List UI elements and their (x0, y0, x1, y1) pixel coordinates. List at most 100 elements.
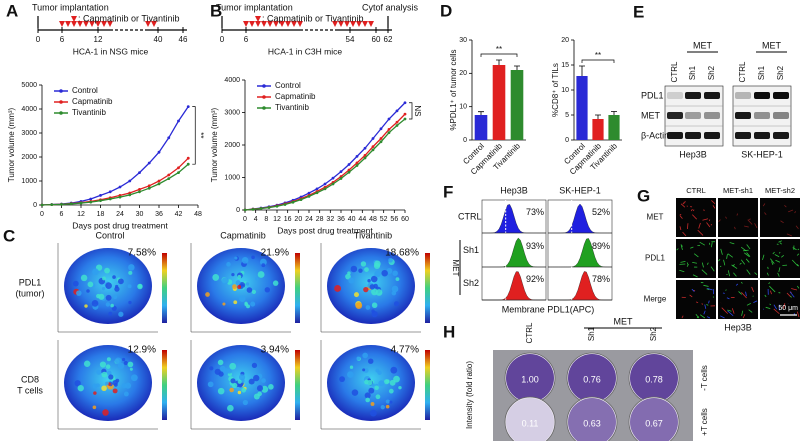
tsne-dot (272, 280, 279, 286)
timeline-tick-label: 6 (244, 35, 249, 44)
tsne-dot (369, 284, 376, 290)
tsne-dot (349, 365, 354, 369)
tsne-dot (257, 271, 265, 278)
stain (703, 284, 709, 287)
dose-marker (71, 16, 77, 22)
series-line (244, 102, 406, 211)
color-bar (425, 350, 430, 420)
tsne-dot (374, 260, 381, 268)
color-bar (162, 350, 167, 420)
stain (726, 253, 728, 259)
tsne-dot (365, 305, 371, 310)
stain (721, 307, 728, 314)
stain (738, 291, 742, 295)
point (371, 145, 375, 149)
tsne-dot (347, 371, 354, 378)
tsne-dot (83, 360, 91, 367)
stain (703, 310, 706, 315)
point (291, 200, 295, 204)
label: 50 μm (778, 305, 798, 312)
legend-label: Capmatinib (72, 97, 113, 106)
x-tick-label: 24 (305, 216, 313, 223)
label: Merge (644, 295, 667, 304)
stain (692, 214, 697, 220)
dose-marker (350, 21, 356, 27)
tsne-dot (251, 255, 255, 260)
tsne-dot (118, 311, 124, 317)
well (504, 396, 556, 441)
point (186, 156, 190, 160)
stain (680, 244, 683, 250)
dose-marker (255, 16, 261, 22)
tsne-dot (368, 358, 374, 364)
tsne-dot (362, 368, 366, 372)
rotated-label: Sh2 (776, 65, 785, 80)
blot-band (754, 112, 770, 119)
tsne-dot (112, 275, 116, 279)
point (259, 207, 263, 210)
point (50, 203, 54, 207)
tsne-dot (227, 404, 234, 412)
stain (778, 267, 781, 273)
tsne-dot (128, 270, 133, 275)
stain (783, 303, 786, 309)
sig-bracket (480, 53, 518, 57)
point (283, 203, 287, 206)
y-tick-label: 0 (236, 207, 240, 214)
tsne-dot (93, 391, 97, 395)
tsne-dot (105, 381, 109, 386)
x-tick-label: 12 (273, 216, 281, 223)
tsne-dot (385, 404, 390, 409)
point (243, 208, 247, 212)
stain (720, 248, 723, 255)
x-tick-label: 56 (390, 216, 398, 223)
dose-marker (89, 21, 95, 27)
y-tick-label: 3000 (21, 130, 37, 137)
sig-bracket (192, 106, 196, 165)
tsne-dot (114, 286, 120, 292)
label: MET (641, 110, 661, 120)
micrograph (676, 239, 716, 278)
rotated-label: CTRL (738, 61, 747, 82)
blot-band (685, 112, 701, 119)
tsne-dot (248, 378, 255, 385)
blot-band (773, 132, 789, 139)
tsne-dot (398, 385, 402, 390)
stain (796, 253, 800, 256)
bar (592, 119, 604, 140)
sig-bracket (581, 59, 615, 63)
well-stain (506, 354, 554, 402)
stain (774, 254, 780, 258)
tsne-dot (371, 302, 378, 309)
stain (741, 310, 744, 316)
tsne-dot (106, 357, 111, 362)
label: Capmatinib (220, 230, 266, 240)
dose-marker (273, 21, 279, 27)
micrograph (760, 198, 800, 237)
stain (765, 306, 771, 310)
stain (736, 213, 739, 216)
tsne-dot (207, 381, 214, 388)
tsne-dot (339, 376, 345, 383)
point (267, 206, 271, 209)
y-tick-label: 1000 (21, 178, 37, 185)
point (395, 109, 399, 113)
label: PDL1 (641, 90, 664, 100)
label: CTRL (686, 186, 706, 195)
y-tick-label: 4000 (224, 77, 240, 84)
stain (796, 285, 800, 289)
point (371, 148, 375, 152)
dose-marker (59, 21, 65, 27)
stain (772, 251, 775, 255)
percent-label: 73% (526, 207, 544, 217)
point (167, 173, 171, 177)
point (186, 162, 190, 166)
stain (687, 223, 689, 230)
panel-letter: B (210, 1, 222, 20)
tsne-frame (57, 340, 158, 430)
blot-band (704, 132, 720, 139)
point (40, 203, 44, 207)
tsne-dot (261, 263, 266, 268)
well-stain (630, 398, 678, 441)
stain (777, 272, 780, 277)
